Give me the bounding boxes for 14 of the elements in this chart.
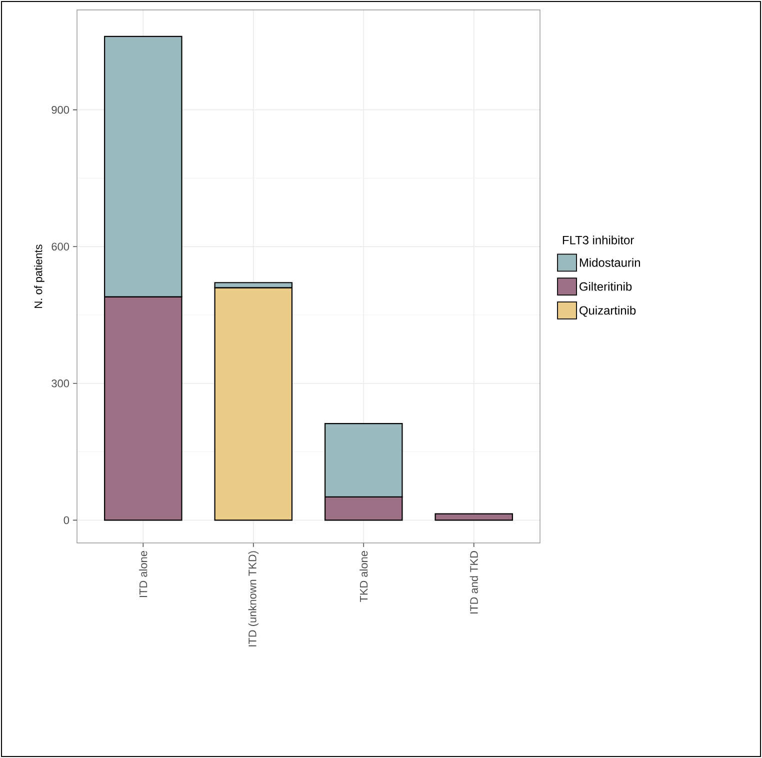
legend-label: Gilteritinib — [580, 282, 632, 291]
x-tick-label: ITD alone — [139, 551, 148, 597]
y-tick-label: 0 — [64, 516, 70, 524]
legend-title: FLT3 inhibitor — [562, 236, 634, 244]
x-tick-label: TKD alone — [360, 551, 368, 602]
legend-label: Quizartinib — [580, 306, 636, 317]
y-tick-label: 600 — [52, 242, 70, 250]
x-tick-label: ITD (unknown TKD) — [248, 551, 258, 646]
y-tick-label: 300 — [52, 380, 70, 388]
y-axis-title: N. of patients — [34, 244, 44, 308]
x-tick-label: ITD and TKD — [470, 551, 478, 614]
bar — [434, 513, 513, 521]
y-tick-label: 900 — [52, 106, 70, 114]
legend-label: Midostaurin — [580, 258, 640, 267]
